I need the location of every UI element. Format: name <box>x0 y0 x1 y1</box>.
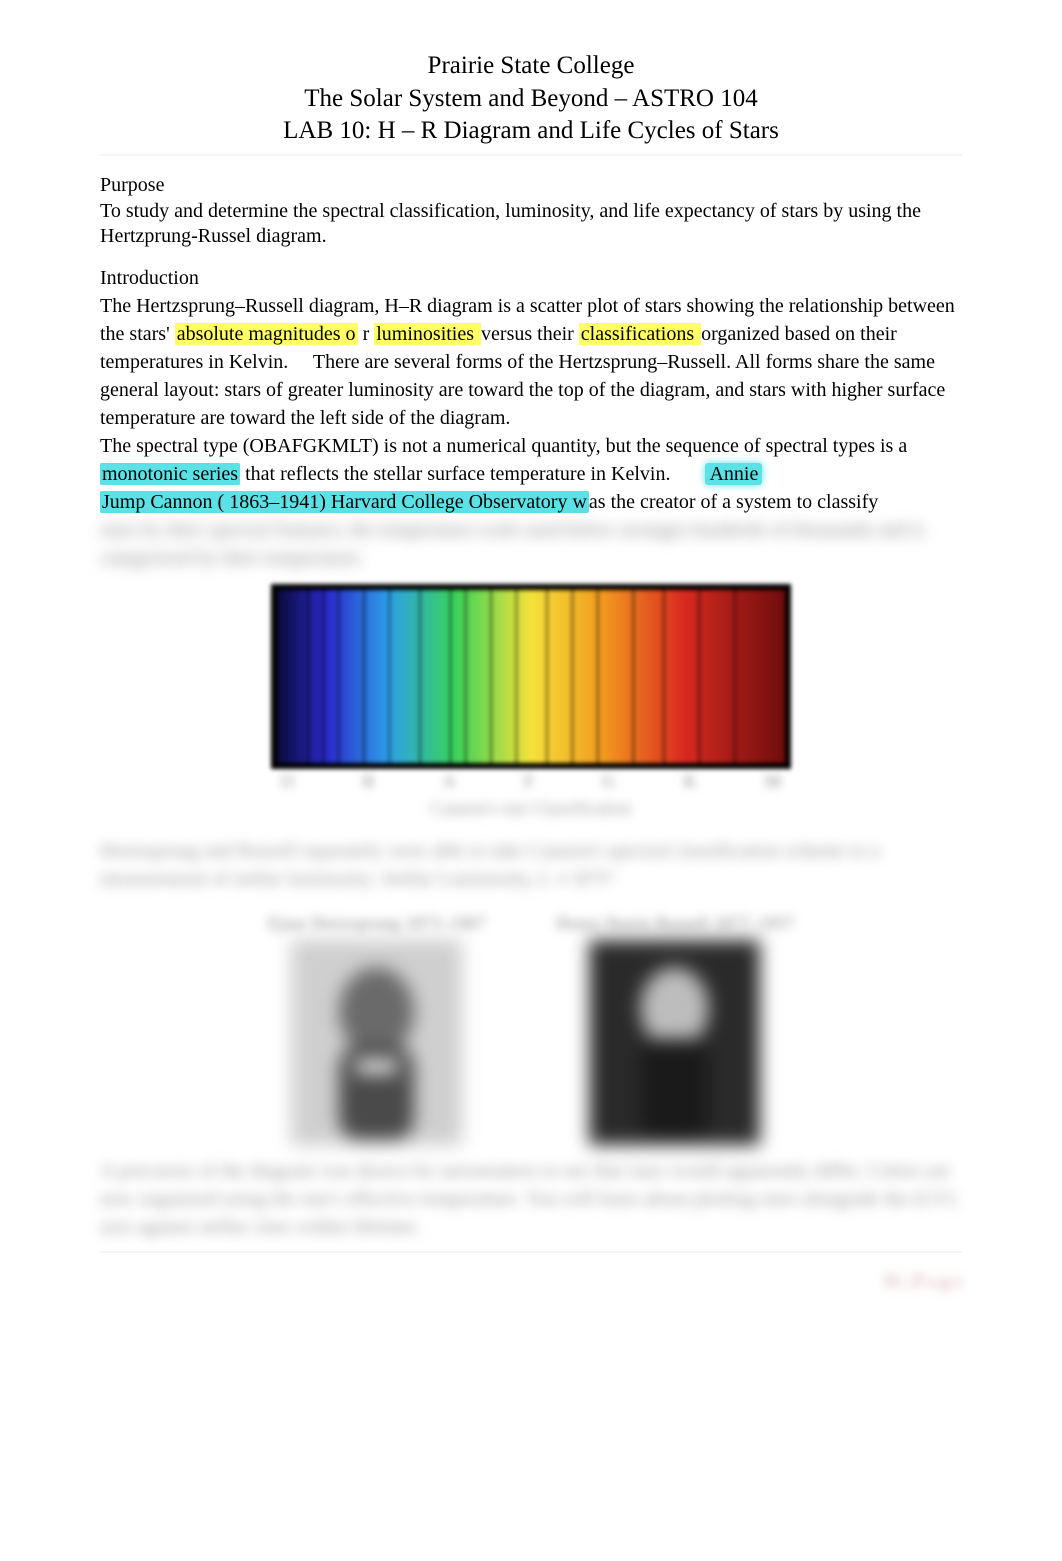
intro-s1-mid1: r <box>363 323 375 345</box>
footer-divider <box>100 1251 962 1253</box>
spectrum-figure: O B A F G K M Cannon's star Classification <box>100 584 962 819</box>
spectral-class-label: G <box>602 771 615 792</box>
page-number: 91 | P a g e <box>884 1271 962 1292</box>
spectrum-gradient <box>277 590 785 769</box>
purpose-heading: Purpose <box>100 174 962 197</box>
highlight-luminosities: luminosities <box>374 323 481 345</box>
spectral-class-label: K <box>684 771 697 792</box>
highlight-classifications: classifications <box>579 323 701 345</box>
intro-s5-post: as the creator of a system to classify <box>589 491 878 513</box>
spectral-class-label: O <box>281 771 294 792</box>
introduction-heading: Introduction <box>100 267 962 290</box>
spectrum-class-labels: OBAFGKM <box>271 771 791 792</box>
spectrum-box <box>271 584 791 769</box>
header-lab-title: LAB 10: H – R Diagram and Life Cycles of… <box>100 115 962 148</box>
introduction-body: The Hertzsprung–Russell diagram, H–R dia… <box>100 292 962 572</box>
intro-s4-pre: The spectral type (OBAFGKMLT) is not a n… <box>100 435 907 457</box>
intro-s2: There are several forms of the Hertzspru… <box>313 351 731 373</box>
portraits-row: Ejnar Hertzsprung 1873–1967 Henry Norris… <box>100 913 962 1145</box>
spectral-class-label: A <box>443 771 456 792</box>
portrait-russell-name: Henry Norris Russell 1877–1957 <box>556 913 794 934</box>
portrait-hertzsprung: Ejnar Hertzsprung 1873–1967 <box>268 913 486 1145</box>
intro-blurred-tail: stars by their spectral features; the te… <box>100 516 962 572</box>
portrait-russell-image <box>587 940 762 1145</box>
portrait-russell: Henry Norris Russell 1877–1957 <box>556 913 794 1145</box>
highlight-annie-2: Jump Cannon ( 1863–1941) Harvard College… <box>100 491 589 513</box>
purpose-text: To study and determine the spectral clas… <box>100 199 962 249</box>
header-institution: Prairie State College <box>100 50 962 83</box>
spectral-class-label: F <box>524 771 534 792</box>
highlight-absolute-magnitudes: absolute magnitudes o <box>175 323 358 345</box>
intro-s1-mid2: versus their <box>481 323 579 345</box>
spectral-class-label: B <box>362 771 374 792</box>
blurred-paragraph-2: A precursor of the diagram was drawn for… <box>100 1157 962 1241</box>
highlight-monotonic-series: monotonic series <box>100 463 240 485</box>
spectrum-caption: Cannon's star Classification <box>431 798 631 819</box>
portrait-hertzsprung-name: Ejnar Hertzsprung 1873–1967 <box>268 913 486 934</box>
header-course: The Solar System and Beyond – ASTRO 104 <box>100 83 962 116</box>
page-number-wrap: 91 | P a g e <box>100 1271 962 1292</box>
highlight-annie-1: Annie <box>705 463 762 485</box>
blurred-paragraph-1: Hertzsprung and Russell separately were … <box>100 837 962 893</box>
intro-s4-mid: that reflects the stellar surface temper… <box>245 463 670 485</box>
portrait-hertzsprung-image <box>289 940 464 1145</box>
document-header: Prairie State College The Solar System a… <box>100 50 962 148</box>
spectral-class-label: M <box>765 771 781 792</box>
header-divider <box>100 154 962 156</box>
